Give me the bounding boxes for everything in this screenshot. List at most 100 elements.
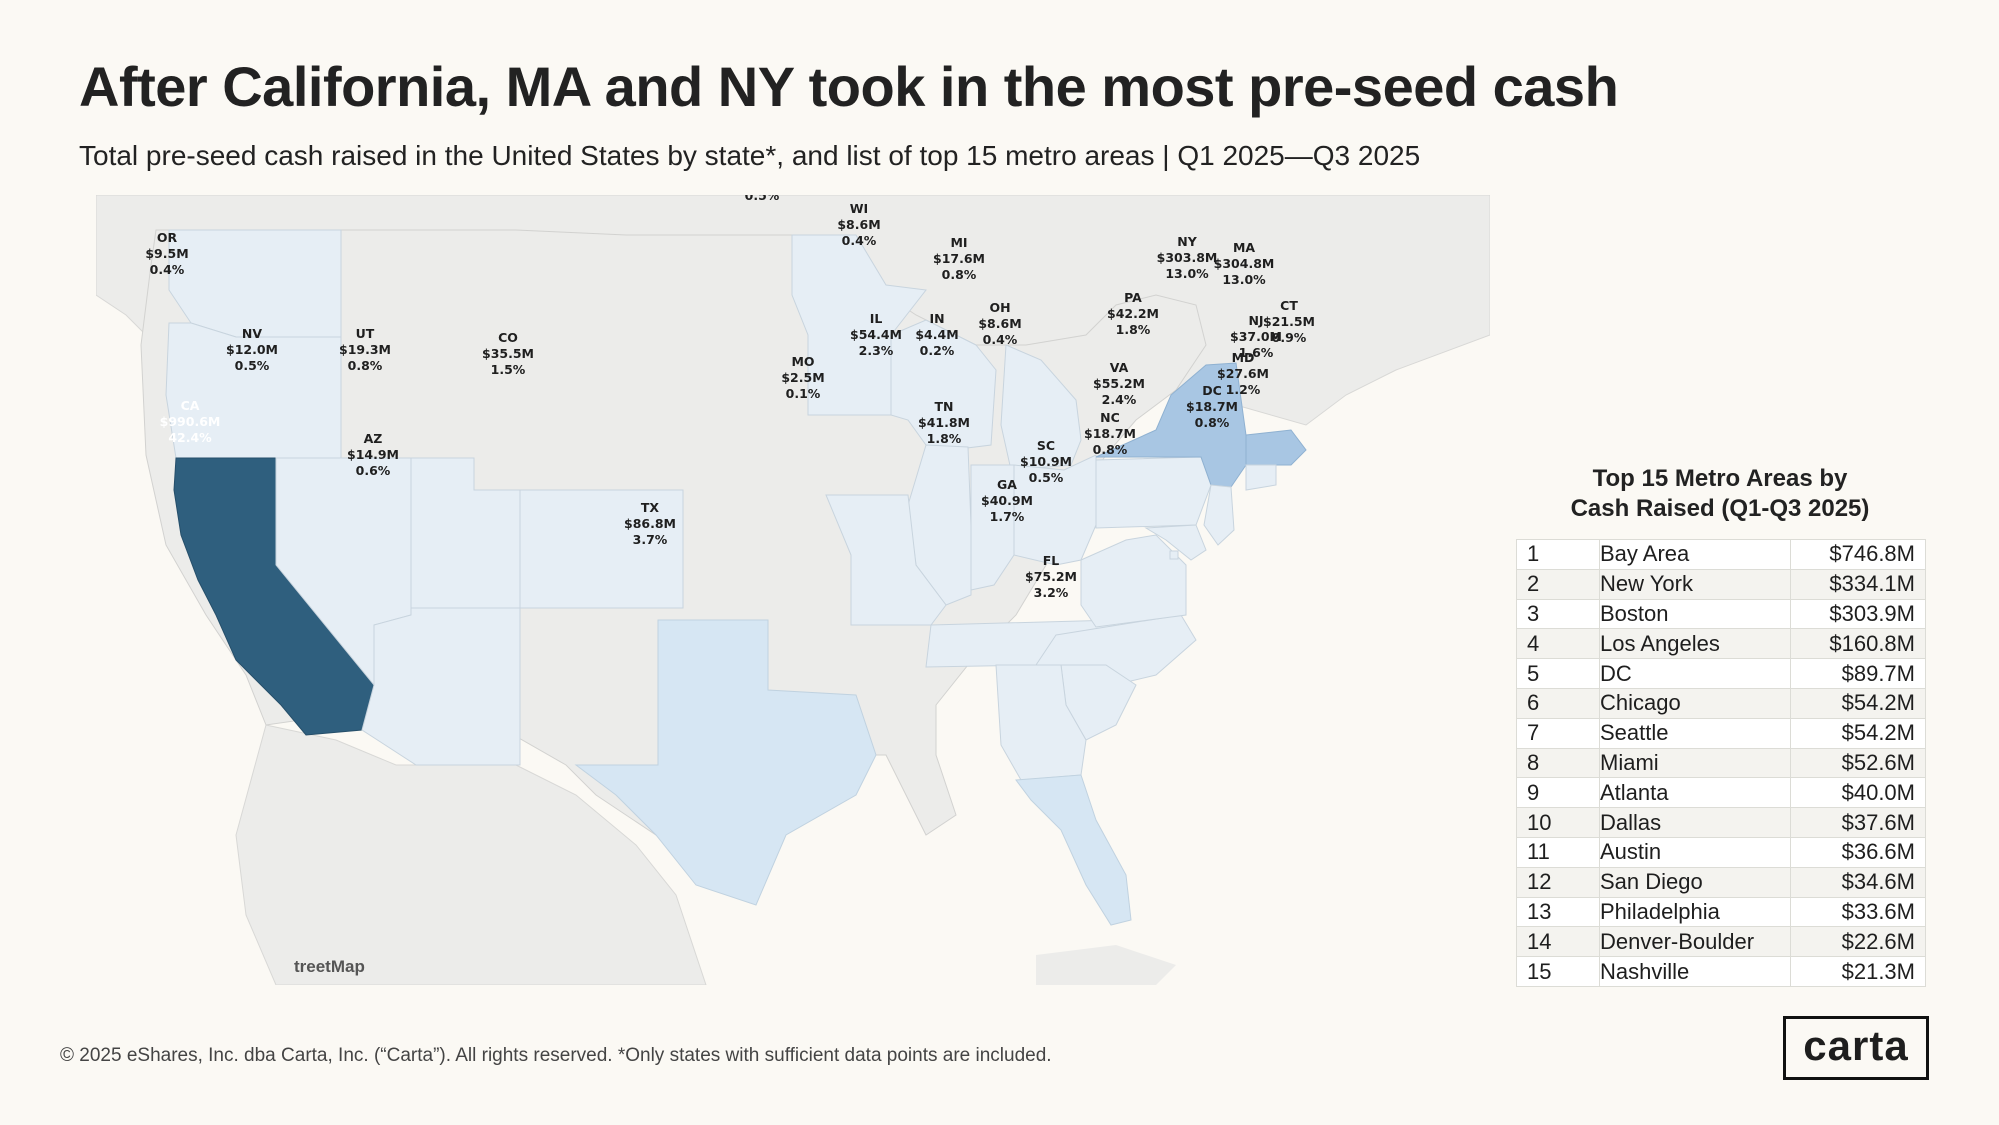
state-share-label: 2.4% (1102, 392, 1137, 407)
state-label-sc: SC$10.9M0.5% (1020, 438, 1072, 485)
state-label-tx: TX$86.8M3.7% (624, 500, 676, 547)
state-amount-label: $990.6M (160, 414, 221, 429)
state-amount-label: $10.9M (1020, 454, 1072, 469)
state-amount-label: $17.6M (933, 251, 985, 266)
state-share-label: 0.4% (842, 233, 877, 248)
state-share-label: 0.4% (983, 332, 1018, 347)
metro-rank-cell: 11 (1516, 836, 1600, 868)
metro-row: 15 Nashville $21.3M (1516, 956, 1926, 987)
state-share-label: 13.0% (1222, 272, 1266, 287)
state-abbr-label: PA (1124, 290, 1142, 305)
state-share-label: 1.8% (1116, 322, 1151, 337)
state-amount-label: $40.9M (981, 493, 1033, 508)
state-label-mn: MN$11.8M0.5% (745, 195, 780, 203)
state-wi[interactable] (890, 319, 997, 451)
state-share-label: 1.5% (491, 362, 526, 377)
state-abbr-label: TN (935, 399, 954, 414)
state-oh[interactable] (1013, 454, 1097, 566)
state-ga[interactable] (995, 664, 1087, 781)
state-dc[interactable] (1169, 550, 1179, 560)
state-label-az: AZ$14.9M0.6% (347, 431, 399, 478)
carta-logo: carta (1783, 1016, 1929, 1080)
state-share-label: 13.0% (1165, 266, 1209, 281)
state-label-nc: NC$18.7M0.8% (1084, 410, 1136, 457)
state-share-label: 0.5% (235, 358, 270, 373)
state-fl[interactable] (1015, 774, 1132, 926)
state-amount-label: $35.5M (482, 346, 534, 361)
state-share-label: 0.5% (1029, 470, 1064, 485)
state-share-label: 1.6% (1239, 345, 1274, 360)
metro-value-cell: $22.6M (1790, 926, 1926, 958)
metro-row: 14 Denver-Boulder $22.6M (1516, 926, 1926, 958)
state-share-label: 0.6% (356, 463, 391, 478)
state-abbr-label: TX (641, 500, 660, 515)
state-share-label: 3.7% (633, 532, 668, 547)
state-abbr-label: CT (1280, 298, 1298, 313)
metro-row: 13 Philadelphia $33.6M (1516, 896, 1926, 928)
state-wa[interactable] (168, 229, 342, 338)
state-abbr-label: AZ (364, 431, 383, 446)
state-md[interactable] (1144, 524, 1207, 561)
metro-value-cell: $54.2M (1790, 717, 1926, 749)
state-labels: WA$63.2M2.7%OR$9.5M0.4%CA$990.6M42.4%NV$… (145, 195, 1315, 600)
metro-value-cell: $40.0M (1790, 777, 1926, 809)
state-share-label: 0.4% (150, 262, 185, 277)
metro-rank-cell: 15 (1516, 956, 1600, 987)
state-amount-label: $18.7M (1084, 426, 1136, 441)
state-co[interactable] (519, 489, 684, 609)
state-amount-label: $18.7M (1186, 399, 1238, 414)
page-title: After California, MA and NY took in the … (79, 55, 1619, 118)
state-share-label: 2.3% (859, 343, 894, 358)
state-share-label: 1.7% (990, 509, 1025, 524)
state-pa[interactable] (1095, 456, 1212, 529)
metro-value-cell: $303.9M (1790, 598, 1926, 630)
metro-name-cell: New York (1599, 568, 1791, 600)
metro-name-cell: Bay Area (1599, 539, 1791, 570)
metro-row: 5 DC $89.7M (1516, 658, 1926, 689)
state-amount-label: $41.8M (918, 415, 970, 430)
state-nj[interactable] (1203, 484, 1235, 546)
state-abbr-label: OH (989, 300, 1010, 315)
state-ma[interactable] (1245, 429, 1307, 466)
state-abbr-label: GA (997, 477, 1017, 492)
state-or[interactable] (165, 322, 342, 459)
state-mi[interactable] (1000, 344, 1082, 471)
state-amount-label: $9.5M (145, 246, 188, 261)
state-abbr-label: IN (929, 311, 944, 326)
state-share-label: 0.8% (348, 358, 383, 373)
state-amount-label: $37.0M (1230, 329, 1282, 344)
metro-rank-cell: 14 (1516, 926, 1600, 958)
metro-rank-cell: 1 (1516, 539, 1600, 570)
state-abbr-label: CO (498, 330, 518, 345)
state-label-ut: UT$19.3M0.8% (339, 326, 391, 373)
state-amount-label: $75.2M (1025, 569, 1077, 584)
metro-name-cell: DC (1599, 658, 1791, 689)
metro-name-cell: Philadelphia (1599, 896, 1791, 928)
state-in[interactable] (970, 464, 1015, 591)
metro-row: 8 Miami $52.6M (1516, 747, 1926, 779)
metro-row: 1 Bay Area $746.8M (1516, 539, 1926, 570)
state-abbr-label: SC (1037, 438, 1055, 453)
state-abbr-label: FL (1043, 553, 1060, 568)
state-share-label: 0.5% (745, 195, 780, 203)
state-abbr-label: MI (950, 235, 967, 250)
state-tx[interactable] (574, 619, 877, 906)
state-mo[interactable] (825, 494, 947, 626)
state-amount-label: $303.8M (1157, 250, 1218, 265)
metro-rank-cell: 4 (1516, 628, 1600, 660)
state-label-nv: NV$12.0M0.5% (226, 326, 278, 373)
state-va[interactable] (1080, 534, 1187, 628)
metro-name-cell: Chicago (1599, 687, 1791, 719)
state-share-label: 42.4% (168, 430, 212, 445)
state-az[interactable] (361, 607, 521, 766)
metro-rank-cell: 12 (1516, 866, 1600, 898)
state-abbr-label: IL (870, 311, 883, 326)
state-abbr-label: CA (181, 398, 200, 413)
state-label-oh: OH$8.6M0.4% (978, 300, 1021, 347)
metro-value-cell: $746.8M (1790, 539, 1926, 570)
state-abbr-label: NJ (1248, 313, 1263, 328)
state-amount-label: $304.8M (1214, 256, 1275, 271)
state-ct[interactable] (1245, 464, 1277, 491)
